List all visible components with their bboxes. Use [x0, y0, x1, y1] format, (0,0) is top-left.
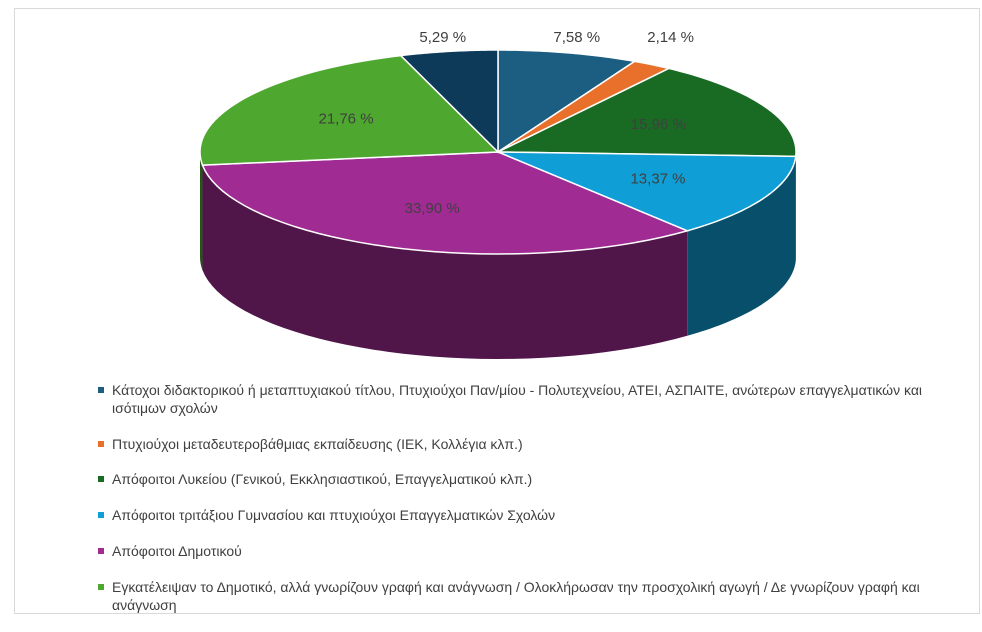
data-label: 21,76 %	[318, 111, 373, 128]
data-label: 15,96 %	[631, 116, 686, 133]
legend-swatch	[98, 476, 104, 482]
legend-swatch	[98, 387, 104, 393]
data-label: 33,90 %	[405, 200, 460, 217]
legend-label: Απόφοιτοι Δημοτικού	[112, 543, 242, 559]
legend-item: Εγκατέλειψαν το Δημοτικό, αλλά γνωρίζουν…	[98, 578, 948, 614]
pie-side	[200, 152, 202, 270]
legend-swatch	[98, 441, 104, 447]
legend-label: Κάτοχοι διδακτορικού ή μεταπτυχιακού τίτ…	[112, 382, 922, 416]
legend-label: Εγκατέλειψαν το Δημοτικό, αλλά γνωρίζουν…	[112, 579, 920, 613]
data-label: 13,37 %	[630, 170, 685, 187]
legend-label: Πτυχιούχοι μεταδευτεροβάθμιας εκπαίδευση…	[112, 436, 523, 452]
data-label: 5,29 %	[419, 29, 466, 46]
legend-item: Πτυχιούχοι μεταδευτεροβάθμιας εκπαίδευση…	[98, 435, 948, 453]
legend-swatch	[98, 512, 104, 518]
legend-item: Απόφοιτοι τριτάξιου Γυμνασίου και πτυχιο…	[98, 506, 948, 524]
legend-label: Απόφοιτοι τριτάξιου Γυμνασίου και πτυχιο…	[112, 507, 555, 523]
legend-item: Απόφοιτοι Δημοτικού	[98, 542, 948, 560]
legend-item: Απόφοιτοι Λυκείου (Γενικού, Εκκλησιαστικ…	[98, 470, 948, 488]
data-label: 7,58 %	[553, 29, 600, 46]
page: 7,58 % 2,14 % 15,96 % 13,37 % 33,90 % 21,76 %…	[0, 0, 982, 616]
legend-label: Απόφοιτοι Λυκείου (Γενικού, Εκκλησιαστικ…	[112, 471, 532, 487]
data-label: 2,14 %	[647, 29, 694, 46]
legend-item: Κάτοχοι διδακτορικού ή μεταπτυχιακού τίτ…	[98, 381, 948, 417]
legend: Κάτοχοι διδακτορικού ή μεταπτυχιακού τίτ…	[98, 381, 948, 632]
legend-swatch	[98, 584, 104, 590]
chart: 7,58 % 2,14 % 15,96 % 13,37 % 33,90 % 21,76 %…	[0, 0, 982, 380]
legend-swatch	[98, 548, 104, 554]
